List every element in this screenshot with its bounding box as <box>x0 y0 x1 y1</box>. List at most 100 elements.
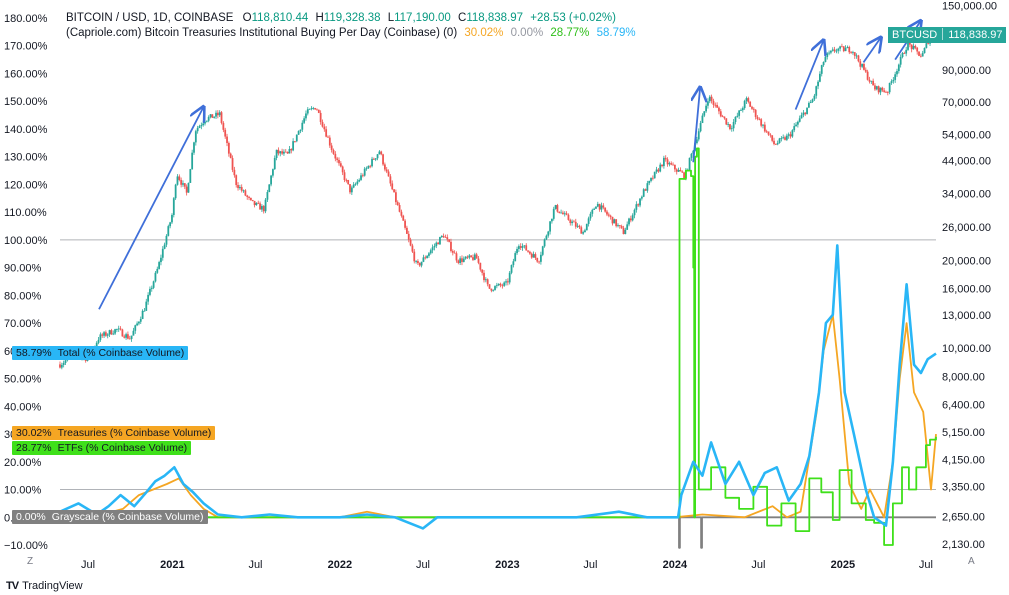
candle-body <box>249 197 252 200</box>
candle-body <box>352 184 355 188</box>
candle-body <box>716 104 719 108</box>
candle-body <box>396 202 399 206</box>
candle-body <box>125 334 127 338</box>
candle-body <box>163 244 166 249</box>
candle-body <box>574 221 577 227</box>
series-tag-value: 58.79% <box>16 347 52 359</box>
x-tick-label: Jul <box>583 559 597 571</box>
candle-body <box>705 105 708 112</box>
candle-body <box>110 330 113 335</box>
candle-body <box>596 203 599 207</box>
candle-body <box>262 206 265 212</box>
candle-body <box>64 360 67 363</box>
candle-body <box>866 71 869 80</box>
candle-body <box>595 206 597 209</box>
candle-body <box>640 196 643 199</box>
candle-body <box>626 224 629 230</box>
candle-body <box>433 246 436 248</box>
candle-body <box>237 185 239 189</box>
candle-body <box>782 137 785 139</box>
indicator-legend[interactable]: (Capriole.com) Bitcoin Treasuries Instit… <box>66 27 636 39</box>
zoom-corner-button[interactable]: Z <box>27 556 34 567</box>
candle-body <box>334 153 337 159</box>
candle-body <box>591 209 594 214</box>
indicator-value-etfs: 28.77% <box>550 27 590 39</box>
auto-scale-button[interactable]: A <box>968 556 975 567</box>
candle-body <box>490 288 493 291</box>
right-tick-label: 54,000.00 <box>942 130 991 142</box>
candle-body <box>266 192 269 200</box>
series-tag-label: ETFs (% Coinbase Volume) <box>57 442 188 454</box>
candle-body <box>306 109 309 114</box>
candle-body <box>141 310 144 319</box>
series-tag-label: Grayscale (% Coinbase Volume) <box>51 511 204 523</box>
candle-body <box>521 246 524 248</box>
candle-body <box>732 121 735 129</box>
left-tick-label: 70.00% <box>4 318 42 330</box>
candle-body <box>415 261 417 262</box>
candle-body <box>787 134 790 136</box>
candle-body <box>138 321 140 324</box>
candle-body <box>525 245 528 251</box>
candle-body <box>668 163 671 165</box>
candle-body <box>117 328 120 330</box>
candle-body <box>328 137 331 146</box>
candle-body <box>167 226 170 236</box>
candle-body <box>428 253 430 256</box>
candle-body <box>499 283 502 286</box>
candle-body <box>189 169 192 183</box>
candle-body <box>424 257 427 259</box>
candle-body <box>580 227 583 234</box>
candle-body <box>563 213 566 215</box>
series-tag-treasuries: 30.02% Treasuries (% Coinbase Volume) <box>12 426 216 440</box>
candle-body <box>284 151 287 153</box>
candle-body <box>446 237 449 240</box>
candle-body <box>275 149 278 158</box>
candle-body <box>708 96 711 102</box>
tradingview-brand[interactable]: TV TradingView <box>6 580 83 592</box>
candle-body <box>552 208 555 219</box>
candle-body <box>268 184 271 193</box>
candle-body <box>321 121 324 127</box>
candle-body <box>762 124 764 126</box>
candle-body <box>519 246 522 248</box>
candle-body <box>916 47 919 52</box>
candle-body <box>194 131 197 143</box>
left-tick-label: 120.00% <box>4 179 48 191</box>
candle-body <box>890 81 893 83</box>
candle-body <box>185 186 188 193</box>
candle-body <box>365 168 368 170</box>
candle-body <box>593 208 596 210</box>
candle-body <box>136 323 138 326</box>
left-tick-label: 150.00% <box>4 96 48 108</box>
candle-body <box>703 111 706 116</box>
candle-body <box>156 268 159 273</box>
candle-body <box>176 176 179 185</box>
candle-body <box>527 250 529 252</box>
candle-body <box>106 334 109 336</box>
candle-body <box>503 282 506 286</box>
candle-body <box>165 235 168 245</box>
candle-body <box>508 272 511 283</box>
candle-body <box>494 286 496 290</box>
candle-body <box>501 285 504 287</box>
candle-body <box>802 112 805 116</box>
candle-body <box>437 242 440 245</box>
candle-body <box>374 158 377 160</box>
ohlc-close: 118,838.97 <box>466 12 524 24</box>
candle-body <box>207 117 210 121</box>
candle-body <box>624 229 627 235</box>
candle-body <box>128 338 131 340</box>
candle-body <box>382 154 384 165</box>
candle-body <box>819 73 821 82</box>
candle-body <box>837 48 840 51</box>
right-tick-label: 90,000.00 <box>942 65 991 77</box>
candle-body <box>791 130 794 137</box>
candle-body <box>910 44 913 50</box>
candle-body <box>696 139 698 144</box>
candle-body <box>718 107 720 112</box>
candle-body <box>62 362 65 365</box>
candle-body <box>740 110 742 111</box>
candle-body <box>745 98 748 101</box>
candle-body <box>835 50 838 52</box>
